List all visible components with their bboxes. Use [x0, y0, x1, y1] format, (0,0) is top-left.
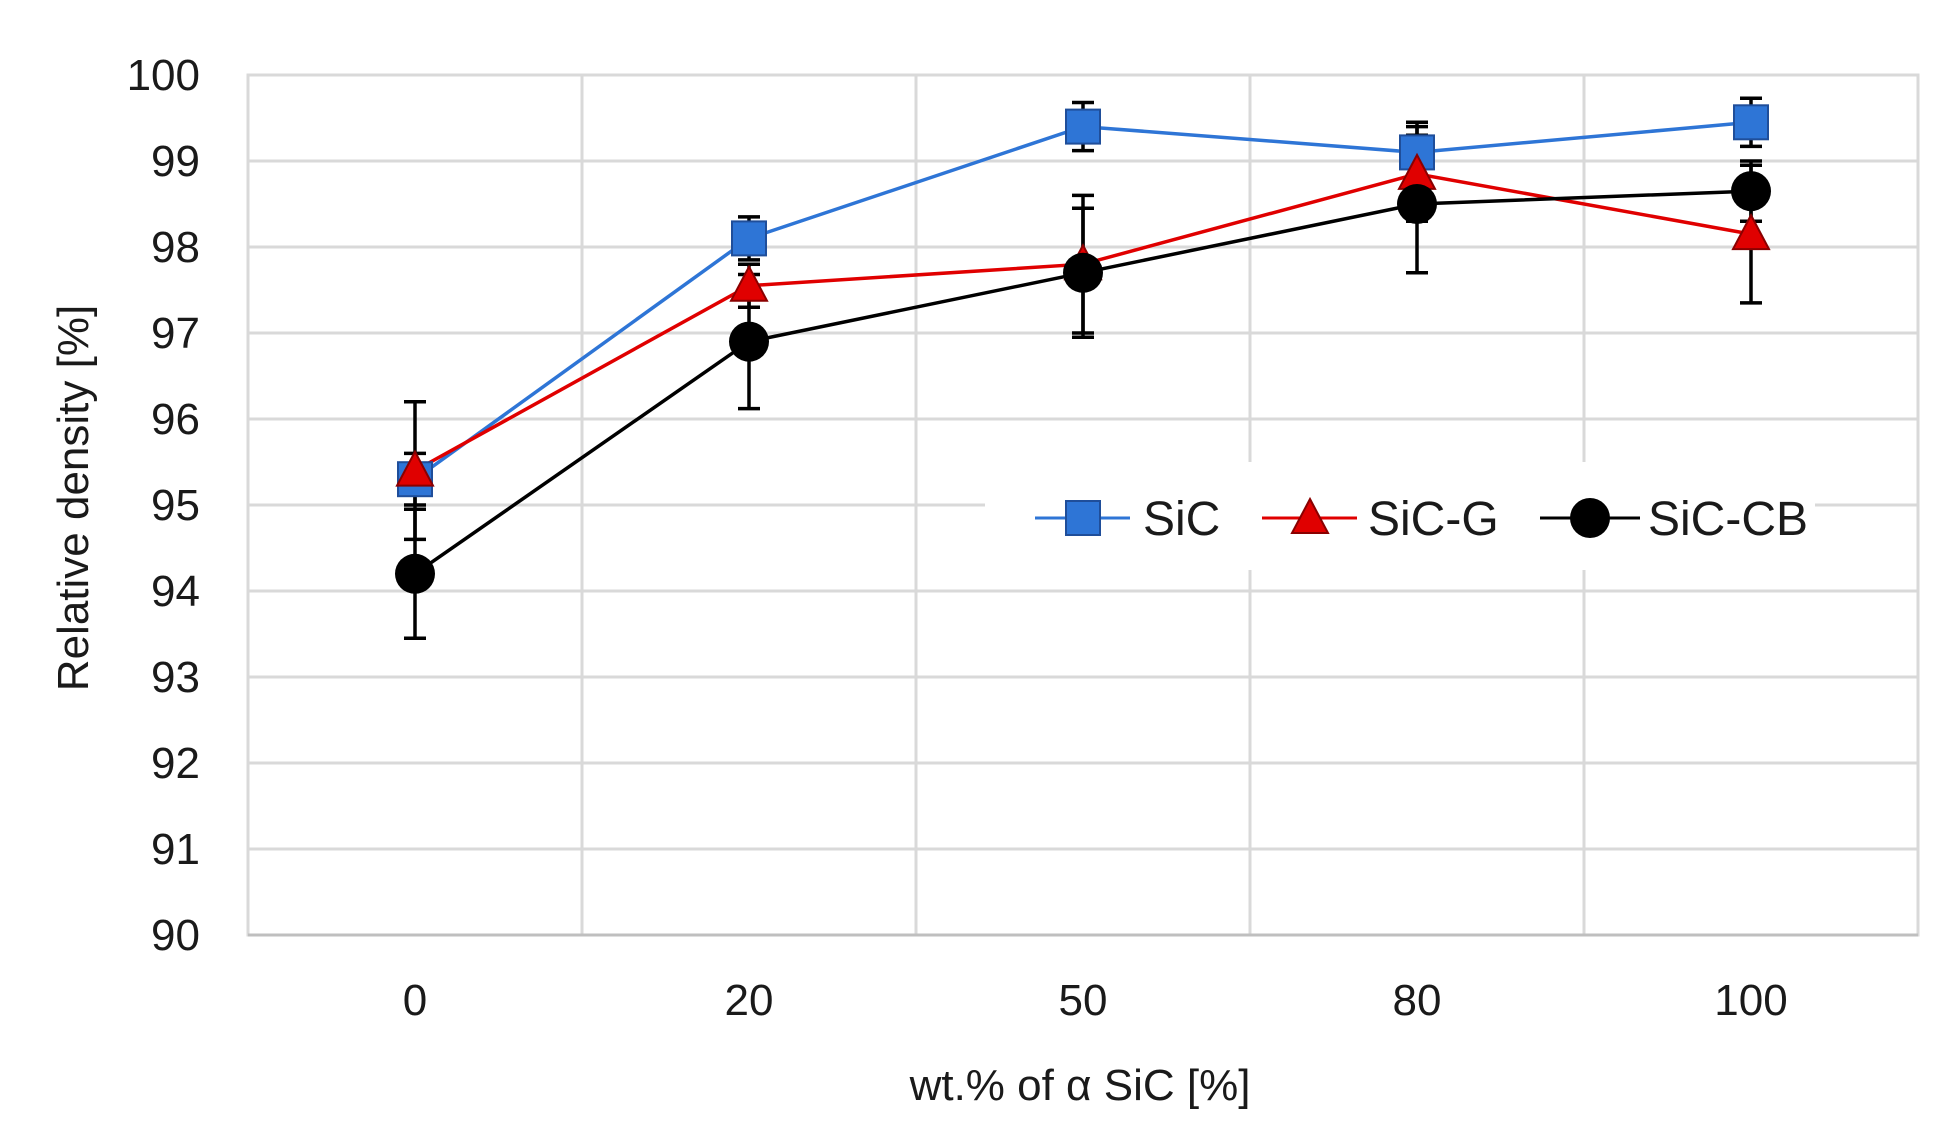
- legend-item-sic-g: SiC-G: [1262, 493, 1499, 546]
- legend-item-sic: SiC: [1035, 493, 1220, 546]
- point-sic-cb-2: [1063, 252, 1103, 293]
- legend-sic-g-marker: [1290, 496, 1330, 534]
- y-axis-title: Relative density [%]: [49, 305, 98, 691]
- y-tick-label-10: 100: [127, 51, 200, 100]
- legend-background: [985, 462, 1815, 570]
- legend-sic-label: SiC: [1143, 493, 1220, 546]
- legend-sic-marker: [1065, 500, 1101, 536]
- point-sic-g-4: [1731, 212, 1771, 251]
- y-tick-label-6: 96: [151, 395, 200, 444]
- y-tick-label-4: 94: [151, 567, 200, 616]
- point-sic-g-1: [729, 264, 769, 302]
- x-tick-label-3: 80: [1393, 976, 1442, 1025]
- x-axis-title: wt.% of α SiC [%]: [909, 1061, 1251, 1110]
- legend: SiC SiC-G SiC-CB: [985, 462, 1815, 570]
- y-tick-label-5: 95: [151, 481, 200, 530]
- x-tick-label-2: 50: [1059, 976, 1108, 1025]
- y-tick-label-0: 90: [151, 911, 200, 960]
- point-sic-cb-0: [395, 553, 435, 594]
- point-sic-cb-3: [1397, 184, 1437, 224]
- point-sic-2: [1065, 108, 1101, 145]
- legend-sic-cb-label: SiC-CB: [1648, 493, 1808, 546]
- y-axis-ticks: 90 91 92 93 94 95 96 97 98 99 100: [127, 51, 200, 960]
- legend-item-sic-cb: SiC-CB: [1540, 493, 1808, 546]
- legend-sic-g-label: SiC-G: [1368, 493, 1499, 546]
- y-tick-label-1: 91: [151, 825, 200, 874]
- x-tick-label-0: 0: [403, 976, 427, 1025]
- plot-area: [246, 73, 1920, 937]
- point-sic-cb-4: [1731, 171, 1771, 212]
- x-tick-label-4: 100: [1714, 976, 1787, 1025]
- data-points: [395, 104, 1771, 594]
- point-sic-1: [731, 220, 767, 257]
- x-axis-ticks: 0 20 50 80 100: [403, 976, 1788, 1025]
- y-tick-label-2: 92: [151, 739, 200, 788]
- y-tick-label-9: 99: [151, 137, 200, 186]
- y-tick-label-7: 97: [151, 309, 200, 358]
- legend-sic-cb-marker: [1570, 498, 1610, 538]
- point-sic-g-0: [395, 449, 435, 487]
- y-tick-label-3: 93: [151, 653, 200, 702]
- x-tick-label-1: 20: [725, 976, 774, 1025]
- y-tick-label-8: 98: [151, 223, 200, 272]
- point-sic-4: [1733, 104, 1769, 141]
- point-sic-cb-1: [729, 321, 769, 362]
